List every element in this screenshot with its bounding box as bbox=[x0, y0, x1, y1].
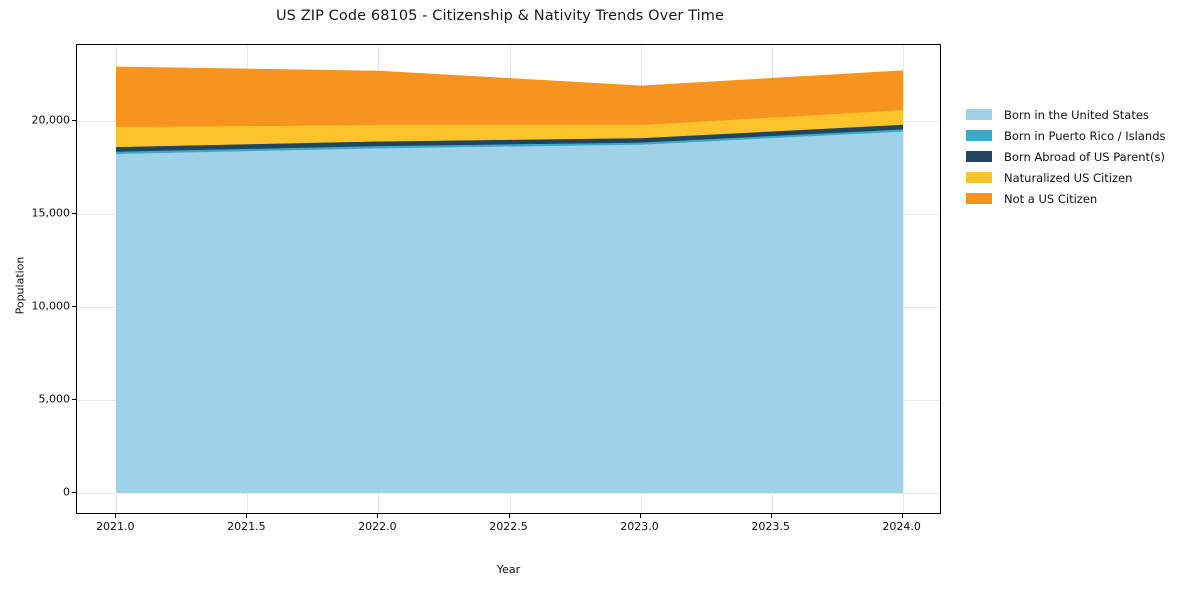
y-axis-tick-mark bbox=[72, 213, 76, 215]
y-axis-tick-label: 20,000 bbox=[31, 113, 71, 127]
x-axis-ticks: 2021.0 2021.5 2022.0 2022.5 2023.0 2023.5 2024… bbox=[76, 514, 941, 544]
x-axis-tick-mark bbox=[508, 514, 510, 518]
y-axis-tick-mark bbox=[72, 120, 76, 122]
legend-item[interactable]: Not a US Citizen bbox=[966, 188, 1184, 209]
legend-item-label: Born in the United States bbox=[1004, 107, 1149, 122]
x-axis-tick-label: 2022.0 bbox=[358, 520, 397, 533]
y-axis-tick-mark bbox=[72, 305, 76, 307]
x-axis-tick-label: 2024.0 bbox=[882, 520, 921, 533]
y-axis-tick-marks bbox=[72, 44, 77, 514]
x-axis-tick-mark bbox=[639, 514, 641, 518]
y-axis-tick-mark bbox=[72, 398, 76, 400]
legend-item[interactable]: Born in the United States bbox=[966, 104, 1184, 125]
x-axis-tick-mark bbox=[901, 514, 903, 518]
gridline-horizontal bbox=[77, 492, 940, 494]
x-axis-tick-mark bbox=[377, 514, 379, 518]
x-axis-tick-label: 2023.0 bbox=[620, 520, 659, 533]
x-axis-tick-mark bbox=[115, 514, 117, 518]
legend-item[interactable]: Born Abroad of US Parent(s) bbox=[966, 146, 1184, 167]
y-axis-tick-label: 10,000 bbox=[31, 299, 71, 313]
area-band-4 bbox=[116, 66, 903, 128]
x-axis-tick-mark bbox=[246, 514, 248, 518]
legend-item-label: Born in Puerto Rico / Islands bbox=[1004, 128, 1166, 143]
chart-legend: Born in the United States Born in Puerto … bbox=[966, 104, 1184, 209]
legend-item-label: Born Abroad of US Parent(s) bbox=[1004, 149, 1165, 164]
legend-swatch-icon bbox=[966, 193, 992, 204]
y-axis-tick-mark bbox=[72, 491, 76, 493]
page-title: US ZIP Code 68105 - Citizenship & Nativi… bbox=[275, 8, 725, 24]
x-axis-tick-label: 2022.5 bbox=[489, 520, 528, 533]
legend-item[interactable]: Naturalized US Citizen bbox=[966, 167, 1184, 188]
legend-item-label: Naturalized US Citizen bbox=[1004, 170, 1133, 185]
y-axis-tick-label: 15,000 bbox=[31, 206, 71, 220]
area-band-0 bbox=[116, 131, 903, 494]
x-axis-tick-label: 2021.0 bbox=[96, 520, 135, 533]
x-axis-tick-mark bbox=[770, 514, 772, 518]
gridline-vertical bbox=[902, 45, 904, 513]
x-axis-label: Year bbox=[496, 563, 521, 576]
legend-swatch-icon bbox=[966, 151, 992, 162]
legend-item[interactable]: Born in Puerto Rico / Islands bbox=[966, 125, 1184, 146]
y-axis-tick-label: 0 bbox=[63, 485, 70, 499]
x-axis-tick-label: 2023.5 bbox=[751, 520, 790, 533]
legend-item-label: Not a US Citizen bbox=[1004, 191, 1098, 206]
stacked-area-series bbox=[116, 66, 903, 494]
legend-swatch-icon bbox=[966, 172, 992, 183]
legend-swatch-icon bbox=[966, 130, 992, 141]
x-axis-tick-label: 2021.5 bbox=[227, 520, 266, 533]
plot-area bbox=[76, 44, 941, 514]
y-axis-tick-labels: 0 5,000 10,000 15,000 20,000 bbox=[4, 44, 71, 514]
y-axis-tick-label: 5,000 bbox=[38, 392, 71, 406]
y-axis-label: Population bbox=[13, 256, 27, 315]
legend-swatch-icon bbox=[966, 109, 992, 120]
